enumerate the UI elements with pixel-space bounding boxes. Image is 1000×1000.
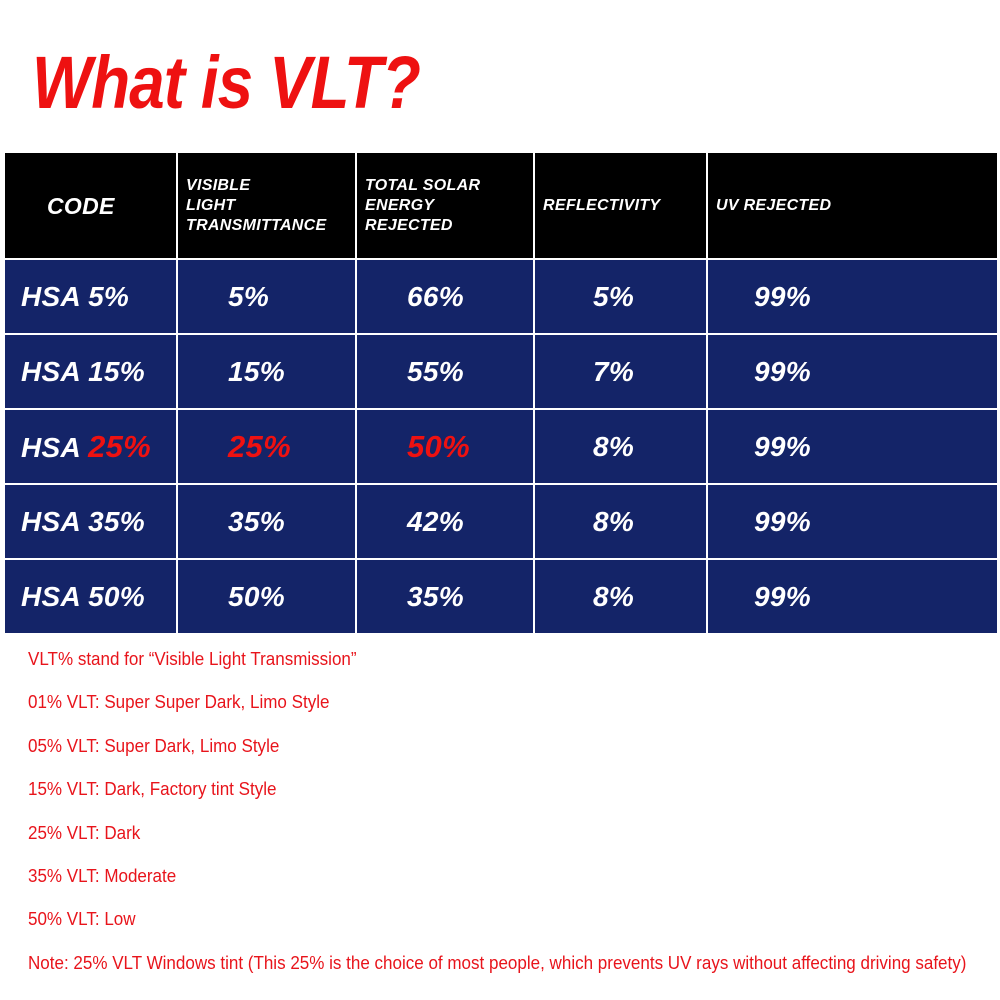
note-line: 15% VLT: Dark, Factory tint Style bbox=[28, 778, 277, 800]
header-line: UV REJECTED bbox=[716, 196, 832, 214]
vlt-spec-table: CODE VISIBLE LIGHT TRANSMITTANCE TOTAL S… bbox=[3, 151, 999, 635]
cell-uv-rejected: 99% bbox=[706, 408, 999, 485]
notes-list: VLT% stand for “Visible Light Transmissi… bbox=[28, 646, 988, 993]
note-line: 05% VLT: Super Dark, Limo Style bbox=[28, 734, 280, 756]
header-code: CODE bbox=[3, 151, 178, 260]
note-line: VLT% stand for “Visible Light Transmissi… bbox=[28, 648, 357, 669]
cell-reflectivity: 5% bbox=[533, 258, 708, 335]
cell-uv-rejected: 99% bbox=[706, 558, 999, 635]
cell-vlt-value: 25% bbox=[228, 428, 291, 464]
header-uv-rejected: UV REJECTED bbox=[706, 151, 999, 260]
cell-uv-rejected-value: 99% bbox=[754, 430, 811, 462]
table-row: HSA 25% 25% 50% 8% 99% bbox=[3, 408, 999, 485]
code-prefix: HSA bbox=[21, 505, 89, 537]
note-line: 25% VLT: Dark bbox=[28, 821, 141, 843]
code-value: 35% bbox=[88, 505, 146, 537]
cell-vlt-value: 35% bbox=[228, 505, 285, 537]
cell-tser-value: 66% bbox=[407, 280, 464, 312]
header-line: CODE bbox=[47, 192, 115, 219]
header-line: ENERGY bbox=[365, 196, 435, 214]
code-prefix: HSA bbox=[21, 431, 89, 463]
cell-reflectivity-value: 8% bbox=[593, 505, 635, 537]
note-line: Note: 25% VLT Windows tint (This 25% is … bbox=[28, 951, 967, 973]
table-row: HSA 5% 5% 66% 5% 99% bbox=[3, 258, 999, 335]
cell-uv-rejected: 99% bbox=[706, 258, 999, 335]
cell-vlt: 50% bbox=[176, 558, 357, 635]
cell-reflectivity-value: 7% bbox=[593, 355, 635, 387]
code-prefix: HSA bbox=[21, 580, 89, 612]
header-visible-light-transmittance: VISIBLE LIGHT TRANSMITTANCE bbox=[176, 151, 357, 260]
cell-tser: 50% bbox=[355, 408, 535, 485]
cell-uv-rejected: 99% bbox=[706, 333, 999, 410]
header-total-solar-energy-rejected: TOTAL SOLAR ENERGY REJECTED bbox=[355, 151, 535, 260]
header-line: TRANSMITTANCE bbox=[186, 216, 327, 234]
code-value: 25% bbox=[88, 428, 152, 464]
cell-vlt-value: 15% bbox=[228, 355, 285, 387]
code-prefix: HSA bbox=[21, 355, 89, 387]
table-row: HSA 35% 35% 42% 8% 99% bbox=[3, 483, 999, 560]
cell-tser-value: 55% bbox=[407, 355, 464, 387]
cell-reflectivity: 8% bbox=[533, 483, 708, 560]
cell-vlt-value: 50% bbox=[228, 580, 285, 612]
note-line: 50% VLT: Low bbox=[28, 908, 136, 930]
cell-vlt: 15% bbox=[176, 333, 357, 410]
cell-code: HSA 5% bbox=[3, 258, 178, 335]
header-reflectivity: REFLECTIVITY bbox=[533, 151, 708, 260]
table-row: HSA 15% 15% 55% 7% 99% bbox=[3, 333, 999, 410]
cell-uv-rejected-value: 99% bbox=[754, 580, 811, 612]
cell-code: HSA 50% bbox=[3, 558, 178, 635]
cell-code: HSA 25% bbox=[3, 408, 178, 485]
code-value: 5% bbox=[88, 280, 130, 312]
header-line: LIGHT bbox=[186, 196, 236, 214]
header-line: VISIBLE bbox=[186, 176, 251, 194]
cell-uv-rejected-value: 99% bbox=[754, 505, 811, 537]
code-value: 50% bbox=[88, 580, 146, 612]
cell-uv-rejected-value: 99% bbox=[754, 280, 811, 312]
cell-tser: 35% bbox=[355, 558, 535, 635]
cell-tser: 66% bbox=[355, 258, 535, 335]
cell-reflectivity-value: 8% bbox=[593, 580, 635, 612]
cell-reflectivity: 8% bbox=[533, 558, 708, 635]
cell-tser-value: 50% bbox=[407, 428, 470, 464]
page-title: What is VLT? bbox=[32, 41, 421, 124]
cell-tser: 55% bbox=[355, 333, 535, 410]
note-line: 35% VLT: Moderate bbox=[28, 864, 177, 886]
table-header-row: CODE VISIBLE LIGHT TRANSMITTANCE TOTAL S… bbox=[3, 151, 999, 260]
cell-tser-value: 35% bbox=[407, 580, 464, 612]
cell-vlt: 35% bbox=[176, 483, 357, 560]
cell-reflectivity-value: 8% bbox=[593, 430, 635, 462]
cell-tser: 42% bbox=[355, 483, 535, 560]
header-line: TOTAL SOLAR bbox=[365, 176, 481, 194]
code-value: 15% bbox=[88, 355, 146, 387]
cell-vlt: 25% bbox=[176, 408, 357, 485]
cell-tser-value: 42% bbox=[407, 505, 464, 537]
header-line: REJECTED bbox=[365, 216, 453, 234]
cell-uv-rejected: 99% bbox=[706, 483, 999, 560]
cell-reflectivity: 8% bbox=[533, 408, 708, 485]
note-line: 01% VLT: Super Super Dark, Limo Style bbox=[28, 691, 330, 713]
cell-code: HSA 15% bbox=[3, 333, 178, 410]
cell-vlt: 5% bbox=[176, 258, 357, 335]
code-prefix: HSA bbox=[21, 280, 89, 312]
cell-vlt-value: 5% bbox=[228, 280, 270, 312]
cell-code: HSA 35% bbox=[3, 483, 178, 560]
cell-reflectivity: 7% bbox=[533, 333, 708, 410]
cell-uv-rejected-value: 99% bbox=[754, 355, 811, 387]
cell-reflectivity-value: 5% bbox=[593, 280, 635, 312]
table-row: HSA 50% 50% 35% 8% 99% bbox=[3, 558, 999, 635]
header-line: REFLECTIVITY bbox=[543, 196, 661, 214]
